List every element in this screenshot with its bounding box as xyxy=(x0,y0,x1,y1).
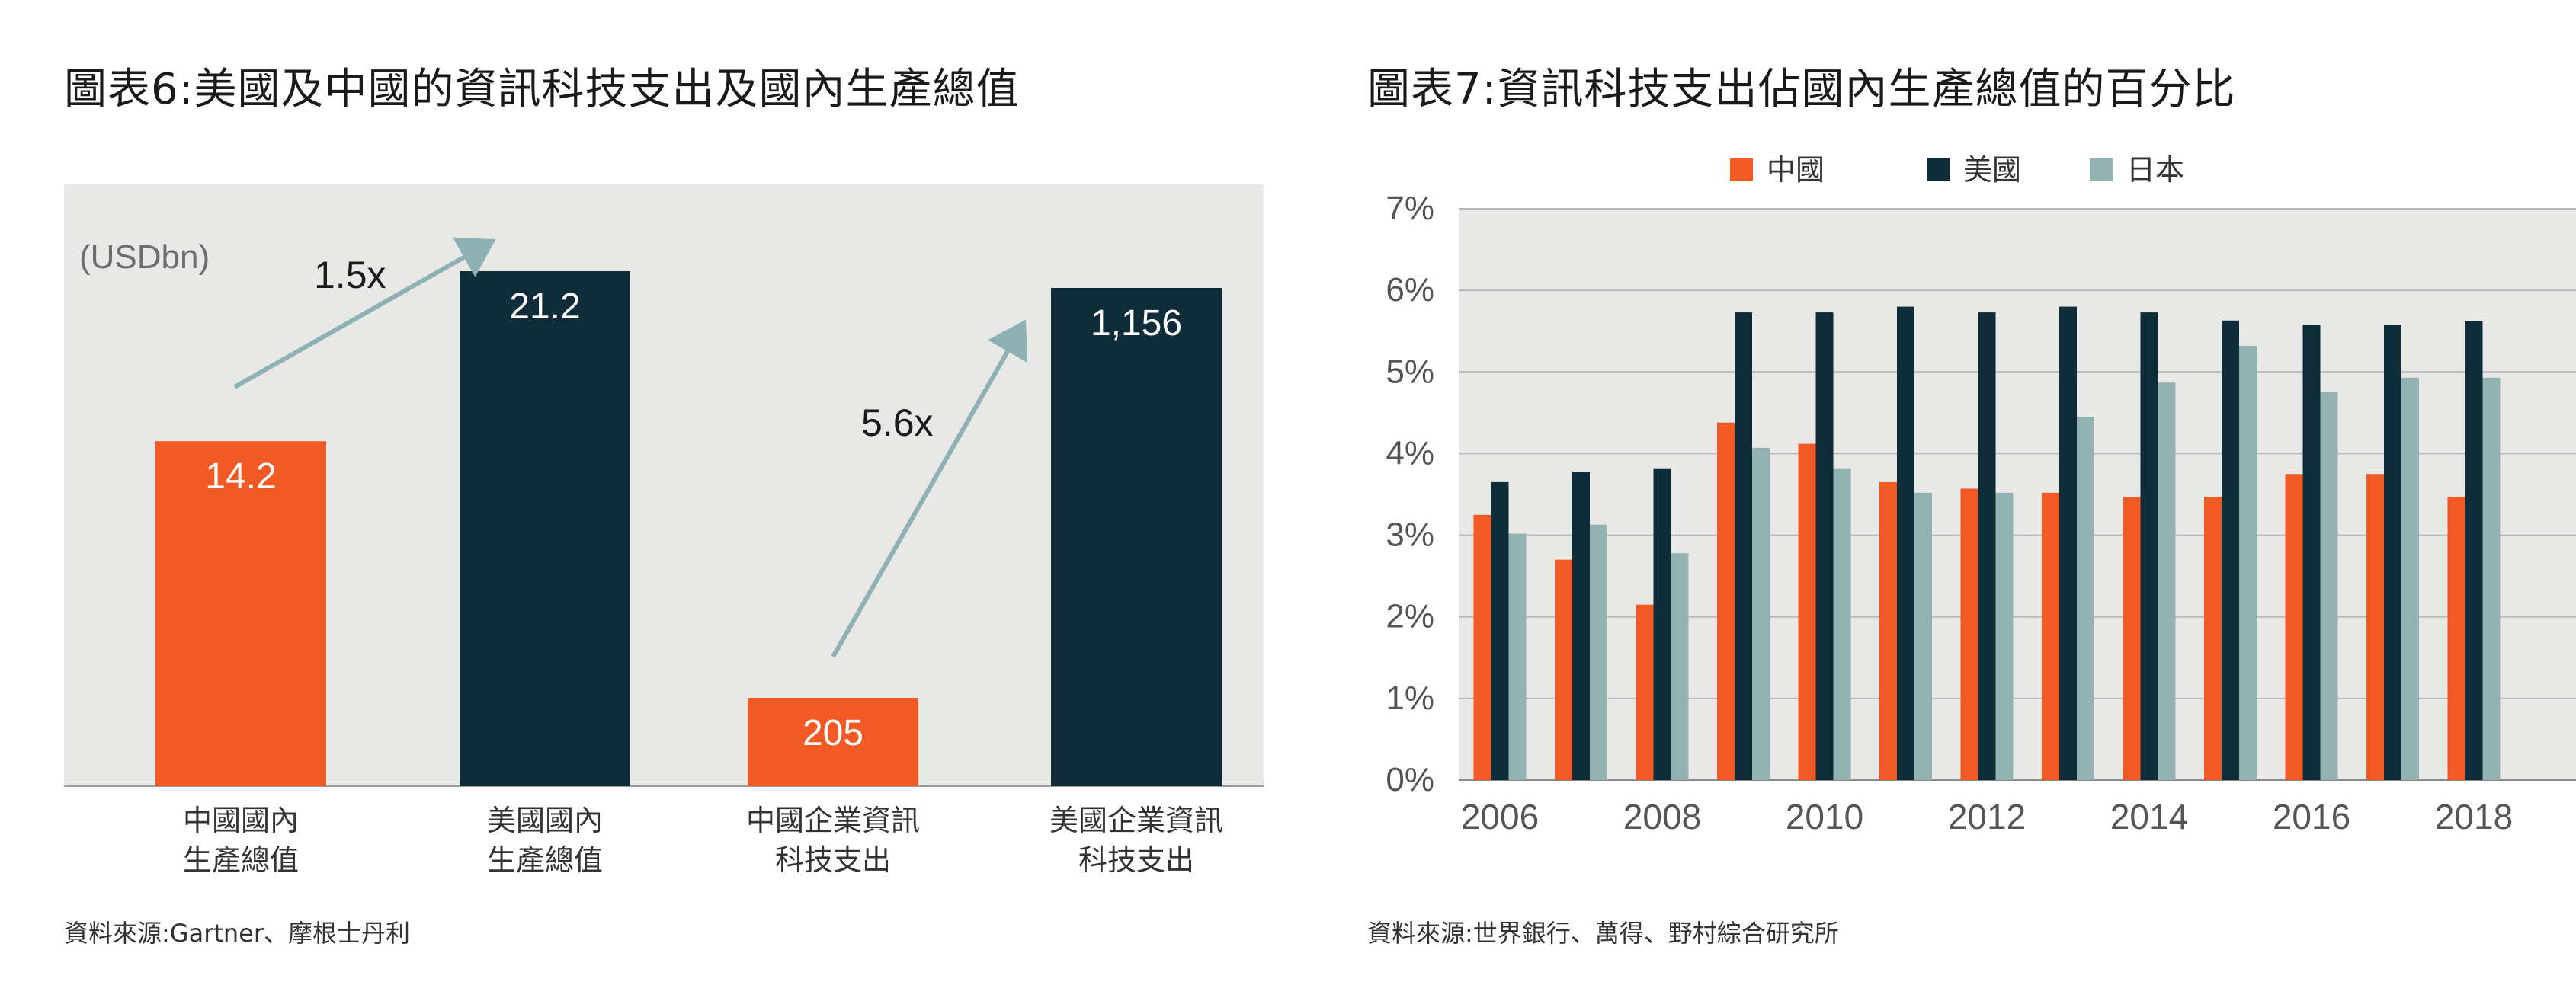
bar xyxy=(1914,492,1932,780)
bar xyxy=(2320,392,2338,780)
bar-value-label: 14.2 xyxy=(205,456,276,497)
bar xyxy=(1051,288,1222,786)
bar xyxy=(1671,553,1689,780)
bar xyxy=(1735,312,1752,781)
left-chart-title: 圖表6:美國及中國的資訊科技支出及國內生產總值 xyxy=(64,65,1020,114)
bar xyxy=(1508,533,1527,780)
bar xyxy=(460,271,630,786)
x-tick-label: 2008 xyxy=(1623,797,1701,836)
bar xyxy=(1833,468,1851,780)
bar xyxy=(2384,325,2401,781)
y-tick-label: 2% xyxy=(1386,598,1434,635)
bar xyxy=(2239,346,2257,780)
bar xyxy=(1717,422,1735,780)
bar xyxy=(1815,312,1834,781)
x-tick-label: 2012 xyxy=(1948,797,2026,836)
bar xyxy=(2302,325,2321,781)
bar xyxy=(2285,474,2303,780)
category-label: 生產總值 xyxy=(487,843,603,877)
bar xyxy=(2077,417,2094,780)
bar xyxy=(1879,481,1897,780)
bar xyxy=(1978,312,1996,781)
x-tick-label: 2016 xyxy=(2273,797,2350,836)
bar xyxy=(1995,492,2014,780)
category-label: 生產總值 xyxy=(183,843,299,877)
growth-label: 1.5x xyxy=(314,254,386,296)
right-grouped-bar-chart: 0% 1% 2% 3% 4% 5% 6% 7% 2006 2008 2010 2012 2014 2016… xyxy=(1386,153,2576,836)
legend-label: 中國 xyxy=(1767,153,1825,187)
bar xyxy=(2204,497,2222,780)
y-tick-label: 0% xyxy=(1386,761,1434,798)
bar xyxy=(2123,497,2141,780)
x-tick-label: 2010 xyxy=(1786,797,1863,836)
bar-value-label: 205 xyxy=(803,713,863,753)
x-tick-label: 2014 xyxy=(2110,797,2188,836)
y-tick-label: 3% xyxy=(1386,517,1434,554)
bar xyxy=(1636,604,1654,780)
category-label: 美國企業資訊 xyxy=(1049,804,1223,837)
bar xyxy=(1653,468,1671,780)
unit-label: (USDbn) xyxy=(79,238,210,276)
bar xyxy=(2042,492,2059,780)
right-chart-title: 圖表7:資訊科技支出佔國內生產總值的百分比 xyxy=(1367,65,2236,114)
growth-arrow xyxy=(233,237,496,389)
bar xyxy=(1798,443,1816,780)
category-label: 中國企業資訊 xyxy=(746,804,920,837)
left-chart-source: 資料來源:Gartner、摩根士丹利 xyxy=(64,919,411,948)
y-tick-label: 7% xyxy=(1386,190,1434,227)
bar xyxy=(2158,382,2176,780)
bar xyxy=(2465,321,2483,780)
legend-swatch xyxy=(1927,158,1950,181)
y-tick-label: 5% xyxy=(1386,353,1434,390)
bar xyxy=(1555,559,1572,780)
bar xyxy=(1752,447,1770,780)
bar xyxy=(1960,488,1978,780)
category-label: 中國國內 xyxy=(183,804,299,837)
legend-label: 日本 xyxy=(2126,153,2184,187)
bar xyxy=(1491,481,1509,780)
growth-label: 5.6x xyxy=(861,401,934,444)
bar-value-label: 1,156 xyxy=(1091,303,1182,344)
category-label: 科技支出 xyxy=(1078,843,1194,877)
bar xyxy=(1590,524,1607,780)
legend-label: 美國 xyxy=(1963,153,2021,187)
legend-swatch xyxy=(1730,158,1753,181)
y-tick-label: 6% xyxy=(1386,271,1434,309)
legend-swatch xyxy=(2090,158,2113,181)
right-chart-source: 資料來源:世界銀行、萬得、野村綜合研究所 xyxy=(1367,919,1839,948)
bar xyxy=(1473,514,1491,780)
bar xyxy=(2140,312,2158,781)
bar xyxy=(2401,377,2419,780)
category-label: 科技支出 xyxy=(775,843,891,877)
bar xyxy=(748,698,918,786)
bar-value-label: 21.2 xyxy=(509,286,580,327)
growth-arrow xyxy=(831,319,1028,658)
bar xyxy=(2447,497,2465,780)
bar xyxy=(2366,474,2384,780)
x-tick-label: 2018 xyxy=(2435,797,2513,836)
bar xyxy=(1572,472,1590,780)
y-tick-label: 1% xyxy=(1386,680,1434,717)
bar xyxy=(2482,377,2501,780)
bar xyxy=(1897,306,1914,781)
x-tick-label: 2006 xyxy=(1461,797,1539,836)
category-label: 美國國內 xyxy=(487,804,603,837)
bar xyxy=(2222,320,2239,780)
y-tick-label: 4% xyxy=(1386,434,1434,472)
bar xyxy=(155,441,326,786)
bar xyxy=(2059,306,2077,781)
